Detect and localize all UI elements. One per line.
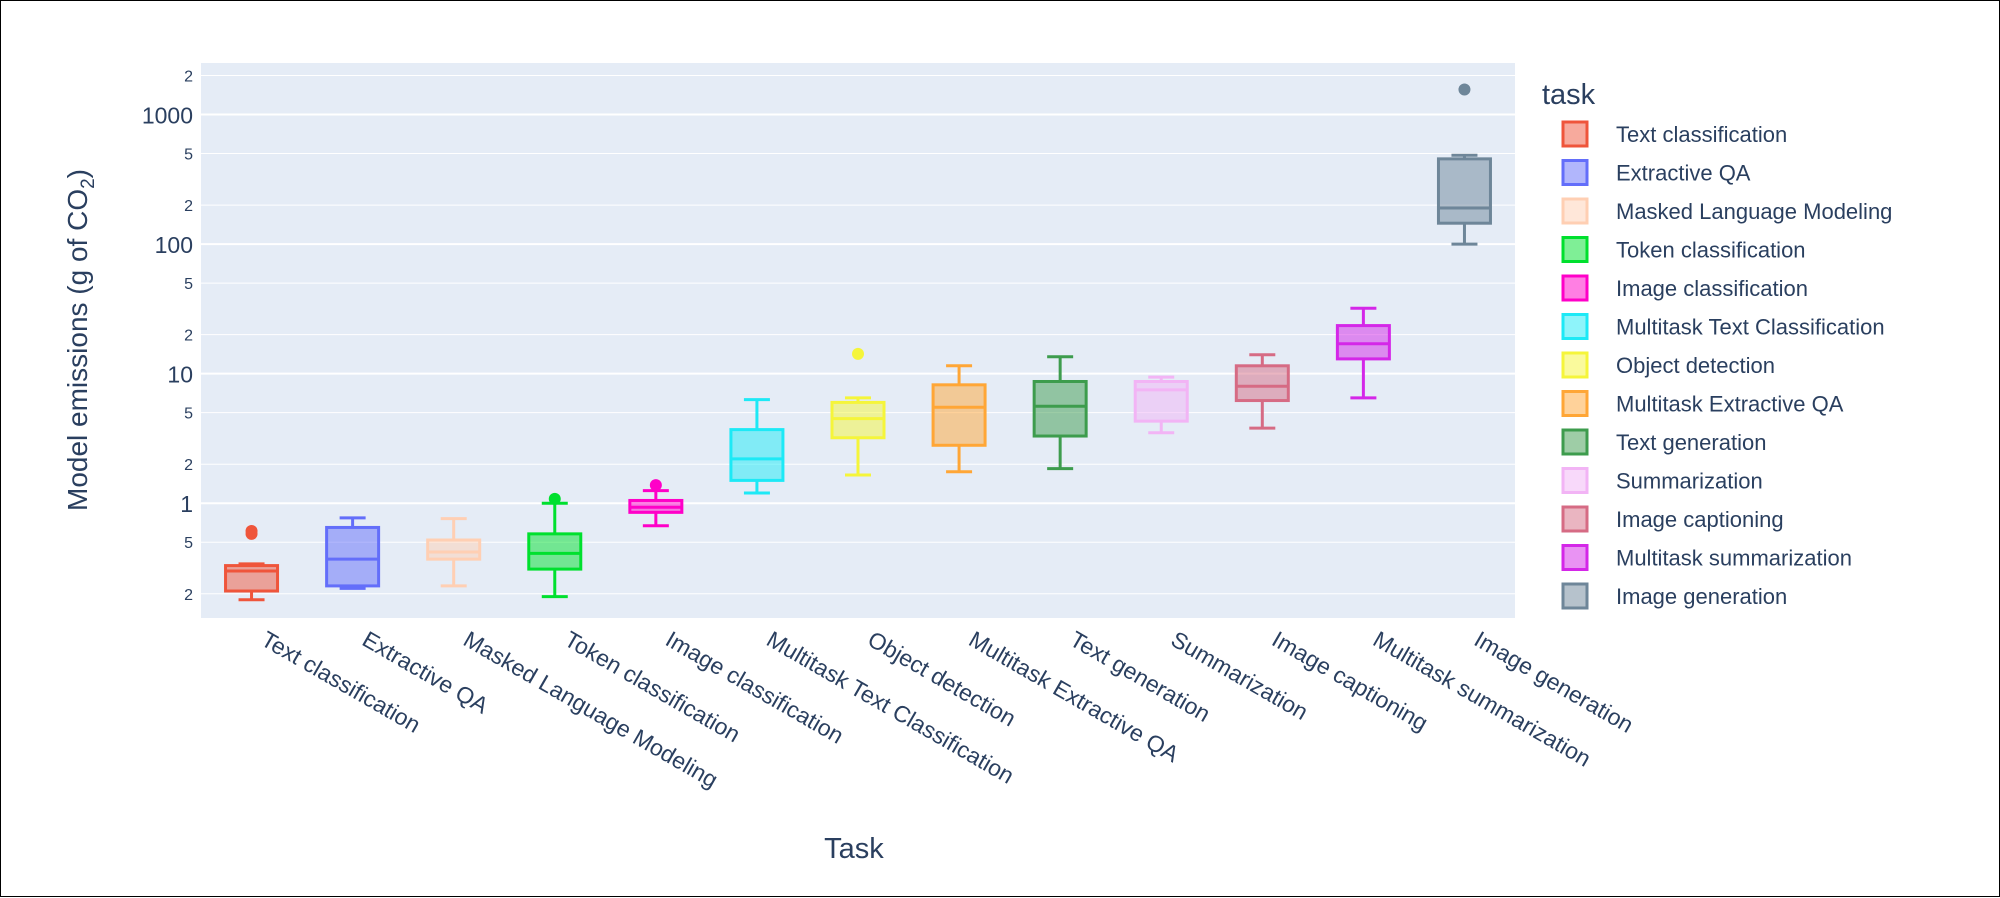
y-axis-title-main: Model emissions (g of CO	[62, 189, 93, 511]
legend-item: Image generation	[1561, 582, 1787, 610]
y-tick-label-minor: 5	[184, 276, 193, 293]
box-token-classification	[527, 492, 583, 599]
legend-swatch	[1561, 197, 1589, 225]
box-image-generation	[1436, 83, 1492, 246]
box-multitask-summarization	[1335, 306, 1391, 400]
legend-item: Summarization	[1561, 467, 1763, 494]
legend-item: Multitask summarization	[1561, 544, 1852, 571]
box-image-captioning	[1234, 353, 1290, 430]
box-multitask-text-classification	[729, 398, 785, 495]
y-axis-title-subscript: 2	[78, 178, 99, 189]
legend-swatch	[1561, 428, 1589, 456]
legend-label: Text classification	[1616, 122, 1787, 147]
box-extractive-qa	[325, 516, 381, 590]
outlier-point	[548, 492, 561, 505]
legend-label: Summarization	[1616, 469, 1763, 494]
legend-item: Object detection	[1561, 351, 1775, 379]
legend-item: Multitask Extractive QA	[1561, 390, 1844, 417]
legend-swatch	[1561, 274, 1589, 302]
box-body	[1234, 364, 1290, 403]
legend-swatch	[1561, 390, 1589, 417]
box-text-generation	[1032, 355, 1088, 471]
legend-item: Text classification	[1561, 120, 1787, 148]
legend-label: Text generation	[1616, 430, 1766, 455]
box-body	[527, 532, 583, 571]
box-image-classification	[628, 479, 684, 528]
legend-item: Text generation	[1561, 428, 1766, 456]
y-tick-label-major: 10	[167, 362, 193, 388]
legend-swatch	[1561, 236, 1589, 263]
x-tick-label: Image classification	[661, 626, 848, 749]
y-tick-label-minor: 5	[184, 406, 193, 423]
y-tick-label-major: 1	[180, 491, 193, 517]
y-tick-label-minor: 5	[184, 147, 193, 164]
y-tick-label-minor: 2	[184, 69, 193, 86]
box-body	[931, 383, 987, 447]
box-body	[1436, 157, 1492, 225]
legend-item: Image captioning	[1561, 505, 1784, 533]
outlier-point	[852, 347, 864, 360]
box-body	[1335, 324, 1391, 361]
y-tick-label-minor: 2	[184, 587, 193, 604]
legend-label: Image generation	[1616, 584, 1787, 609]
outlier-point	[1458, 83, 1471, 96]
grid-lines	[201, 75, 1515, 595]
y-tick-label-minor: 2	[184, 328, 193, 345]
legend-label: Multitask Text Classification	[1616, 315, 1885, 340]
box-body	[1133, 379, 1189, 423]
legend-label: Multitask summarization	[1616, 546, 1852, 571]
y-tick-label-minor: 5	[184, 535, 193, 552]
box-body	[325, 525, 381, 588]
box-masked-language-modeling	[426, 517, 482, 588]
legend-label: Image classification	[1616, 276, 1808, 301]
legend-item: Extractive QA	[1561, 159, 1751, 186]
legend: task Text classification Extractive QA Mas…	[1542, 79, 1892, 610]
box-series	[224, 83, 1492, 602]
legend-swatch	[1561, 120, 1589, 148]
x-axis-title: Task	[824, 833, 884, 865]
legend-item: Multitask Text Classification	[1561, 313, 1885, 340]
box-body	[729, 428, 785, 482]
box-multitask-extractive-qa	[931, 364, 987, 474]
outlier-point	[649, 479, 662, 492]
box-object-detection	[830, 347, 886, 477]
legend-swatch	[1561, 467, 1589, 494]
legend-item: Masked Language Modeling	[1561, 197, 1892, 225]
legend-label: Object detection	[1616, 353, 1775, 378]
legend-label: Image captioning	[1616, 507, 1784, 532]
legend-item: Image classification	[1561, 274, 1808, 302]
box-body	[426, 538, 482, 561]
y-tick-label-minor: 2	[184, 198, 193, 215]
legend-swatch	[1561, 313, 1589, 340]
y-axis-title-close: )	[62, 169, 93, 178]
box-body	[224, 564, 280, 593]
y-tick-label-major: 1000	[142, 103, 193, 129]
plot-area	[201, 63, 1515, 618]
legend-swatch	[1561, 351, 1589, 379]
legend-swatch	[1561, 505, 1589, 533]
legend-label: Multitask Extractive QA	[1616, 392, 1844, 417]
y-tick-label-major: 100	[155, 232, 193, 258]
box-summarization	[1133, 375, 1189, 435]
y-axis-ticks: 1 10 100 1000 2 5 2 5 2 5 2 5 2	[142, 69, 193, 604]
box-body	[1032, 379, 1088, 438]
legend-item: Token classification	[1561, 236, 1806, 263]
legend-label: Masked Language Modeling	[1616, 199, 1892, 224]
outlier-point	[245, 525, 258, 538]
legend-label: Token classification	[1616, 238, 1806, 263]
legend-swatch	[1561, 159, 1589, 186]
y-axis-title: Model emissions (g of CO2)	[62, 169, 99, 511]
legend-swatch	[1561, 544, 1589, 571]
box-text-classification	[224, 525, 280, 602]
y-tick-label-minor: 2	[184, 457, 193, 474]
legend-swatch	[1561, 582, 1589, 610]
legend-label: Extractive QA	[1616, 161, 1751, 186]
legend-title: task	[1542, 79, 1596, 111]
